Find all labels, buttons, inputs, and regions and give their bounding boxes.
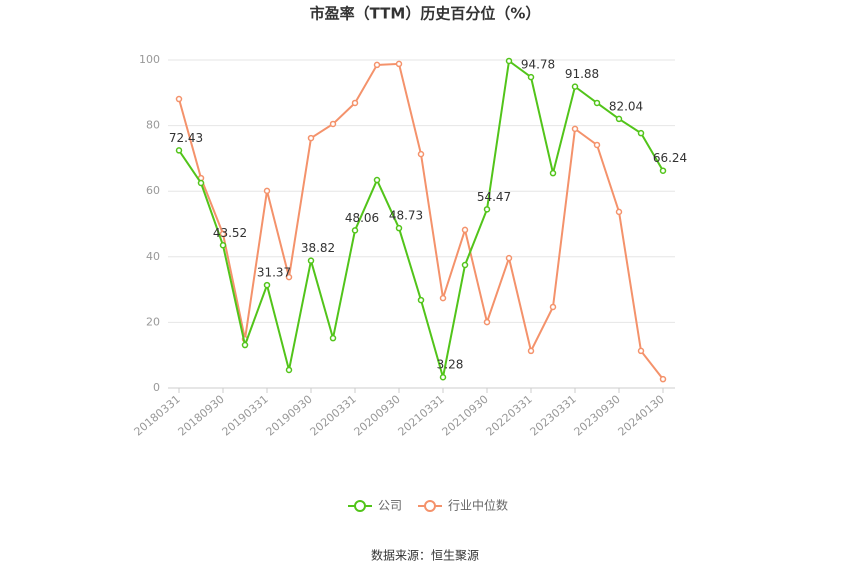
data-label: 3.28 xyxy=(437,358,464,372)
point xyxy=(461,226,469,234)
point xyxy=(175,95,183,103)
point xyxy=(395,224,403,232)
data-label: 48.73 xyxy=(389,209,423,223)
y-tick-label: 100 xyxy=(139,53,160,66)
point xyxy=(461,261,469,269)
point xyxy=(395,60,403,68)
data-label: 31.37 xyxy=(257,266,291,280)
point xyxy=(263,187,271,195)
point xyxy=(659,167,667,174)
y-tick-label: 40 xyxy=(146,250,160,263)
point xyxy=(439,373,447,381)
point xyxy=(637,129,645,137)
point xyxy=(373,176,381,184)
data-label: 72.43 xyxy=(169,131,203,145)
data-label: 91.88 xyxy=(565,67,599,81)
y-tick-label: 0 xyxy=(153,381,160,394)
point xyxy=(505,254,513,262)
x-tick-label: 20180331 xyxy=(132,393,183,439)
data-label: 94.78 xyxy=(521,58,555,72)
x-tick-label: 20190930 xyxy=(264,393,315,439)
point xyxy=(549,303,557,311)
data-label: 43.52 xyxy=(213,226,247,240)
point xyxy=(637,347,645,355)
x-tick-label: 20200930 xyxy=(352,393,403,439)
point xyxy=(219,230,227,238)
point xyxy=(329,120,337,128)
point xyxy=(417,150,425,158)
point xyxy=(527,73,535,81)
x-tick-label: 20230930 xyxy=(572,393,623,439)
point xyxy=(615,208,623,216)
legend-label: 行业中位数 xyxy=(448,498,508,513)
x-tick-label: 20200331 xyxy=(308,393,359,439)
legend-label: 公司 xyxy=(378,499,402,513)
x-tick-label: 20220331 xyxy=(484,393,535,439)
point xyxy=(175,147,183,154)
x-tick-label: 20190331 xyxy=(220,393,271,439)
point xyxy=(329,334,337,342)
point xyxy=(351,99,359,107)
point xyxy=(307,257,315,264)
point xyxy=(571,125,579,133)
source: 数据来源：恒生聚源 xyxy=(371,548,479,563)
data-label: 48.06 xyxy=(345,211,379,225)
point xyxy=(263,281,271,289)
point xyxy=(505,57,513,65)
legend-marker xyxy=(354,500,366,512)
x-tick-label: 20240130 xyxy=(616,393,667,439)
point xyxy=(615,115,623,123)
data-label: 66.24 xyxy=(653,151,687,165)
point xyxy=(439,294,447,302)
point xyxy=(527,347,535,355)
point xyxy=(219,242,227,249)
point xyxy=(351,227,359,234)
data-label: 54.47 xyxy=(477,190,511,204)
y-tick-label: 20 xyxy=(146,315,160,328)
x-tick-label: 20180930 xyxy=(176,393,227,439)
y-tick-label: 80 xyxy=(146,119,160,132)
point xyxy=(285,273,293,281)
x-tick-label: 20210331 xyxy=(396,393,447,439)
point xyxy=(483,206,491,213)
point xyxy=(483,318,491,326)
point xyxy=(593,141,601,149)
point xyxy=(373,61,381,69)
point xyxy=(285,366,293,374)
legend-marker xyxy=(424,500,436,512)
point xyxy=(593,99,601,107)
point xyxy=(549,169,557,177)
point xyxy=(197,179,205,187)
x-tick-label: 20230331 xyxy=(528,393,579,439)
x-tick-label: 20210930 xyxy=(440,393,491,439)
chart-title: 市盈率（TTM）历史百分位（%） xyxy=(310,5,541,23)
data-label: 38.82 xyxy=(301,241,335,255)
point xyxy=(659,375,667,383)
y-tick-label: 60 xyxy=(146,184,160,197)
point xyxy=(571,83,579,90)
point xyxy=(241,341,249,349)
point xyxy=(307,134,315,142)
data-label: 82.04 xyxy=(609,99,643,113)
point xyxy=(417,296,425,304)
